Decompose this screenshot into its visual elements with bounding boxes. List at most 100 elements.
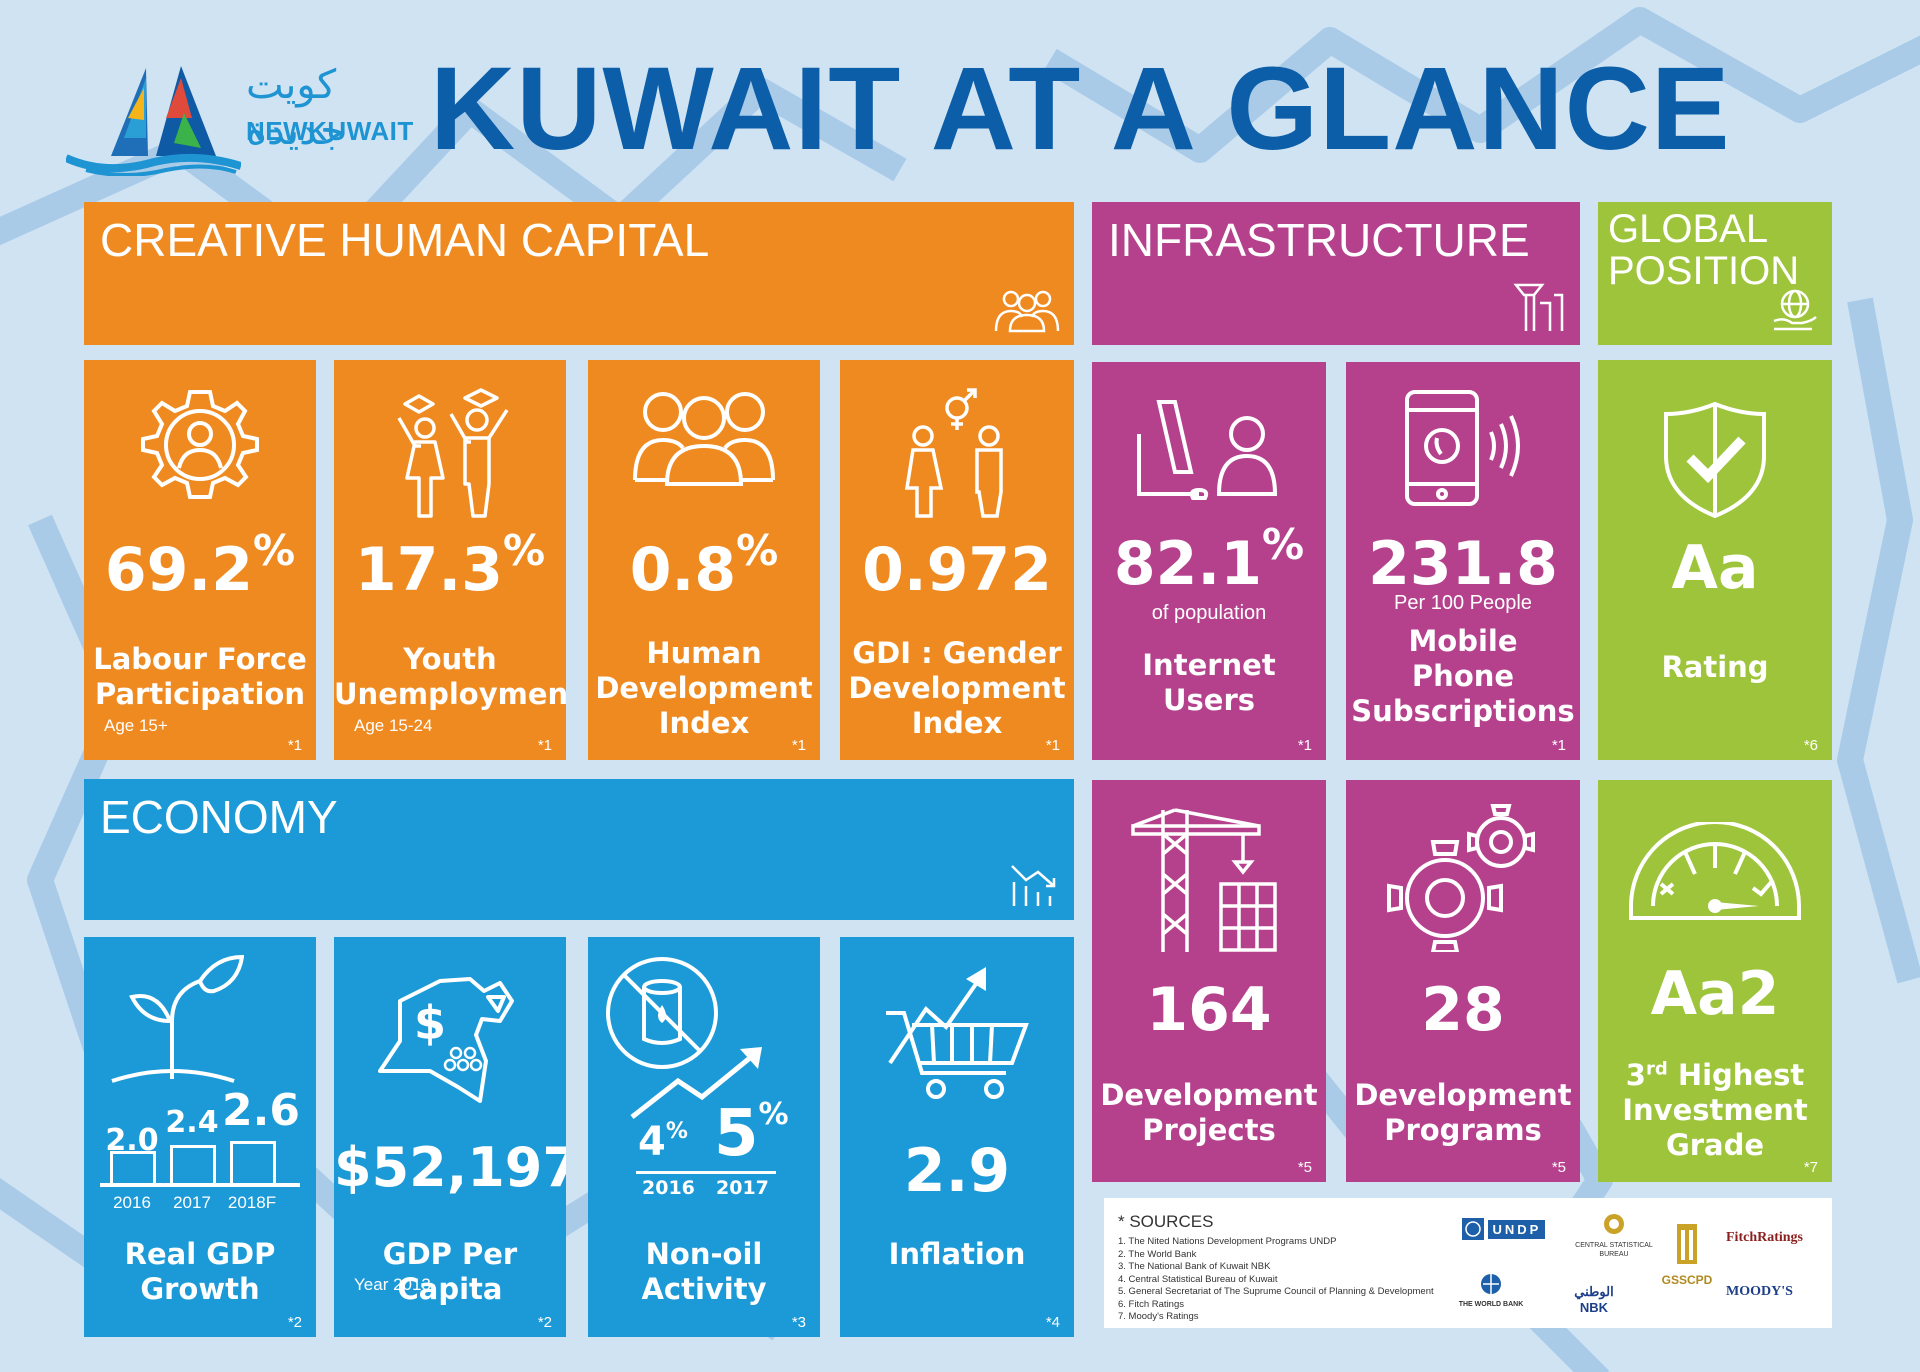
sailboat-logo-icon <box>64 66 243 177</box>
labour-force-card: 69.2% Labour Force Participation Age 15+… <box>84 360 316 760</box>
stat-under: Per 100 People <box>1394 592 1532 614</box>
nonoil-2017-value: 5% <box>714 1097 789 1171</box>
bar-value: 2.4 <box>165 1105 219 1140</box>
bar-value: 2.6 <box>222 1085 300 1136</box>
value-number: 0.8 <box>629 535 737 605</box>
gear-person-icon <box>141 390 259 499</box>
development-programs-card: 28 Development Programs *5 <box>1346 780 1580 1182</box>
label-line1: Mobile <box>1408 624 1518 658</box>
no-oil-barrel-icon <box>606 957 718 1069</box>
un-emblem-icon <box>1462 1218 1484 1240</box>
bar-baseline <box>100 1183 300 1187</box>
shield-check-icon <box>1664 401 1766 519</box>
people-group-icon <box>994 290 1060 333</box>
logo-arabic-text: كويت جديدة <box>246 62 345 154</box>
label-line2: Growth <box>140 1271 260 1306</box>
csb-text: CENTRAL STATISTICAL BUREAU <box>1575 1242 1653 1258</box>
source-ref: *5 <box>1551 1159 1566 1176</box>
icon-wrap <box>334 384 566 524</box>
source-ref: *1 <box>1551 737 1566 754</box>
bar-2018f <box>230 1141 276 1183</box>
bar-2016 <box>110 1151 156 1183</box>
gender-icon <box>904 388 1003 518</box>
label-line1: 3rd Highest <box>1598 1058 1832 1093</box>
stat-value: $52,197 <box>334 1136 566 1199</box>
rank-number: 3 <box>1625 1058 1646 1092</box>
value-number: 82.1 <box>1113 529 1262 599</box>
stat-value: 69.2% <box>84 530 316 601</box>
label-line2: Programs <box>1384 1112 1542 1147</box>
label-line2: Unemployment <box>334 676 566 711</box>
cart-arrow-icon <box>886 967 1029 1099</box>
icon-wrap <box>1346 802 1580 952</box>
stat-value: 2.9 <box>903 1136 1011 1206</box>
value-number: 17.3 <box>354 535 503 605</box>
icon-wrap <box>1092 804 1326 954</box>
bar-year: 2016 <box>113 1193 151 1212</box>
three-people-icon <box>633 392 775 486</box>
growth-arrow-icon <box>630 1047 762 1119</box>
gsscpd-logo: GSSCPD <box>1652 1220 1722 1287</box>
label-line1: Labour Force <box>93 642 307 676</box>
bar-year: 2017 <box>173 1193 211 1212</box>
source-ref: *7 <box>1803 1159 1818 1176</box>
infrastructure-icon <box>1513 283 1564 331</box>
icon-wrap <box>1598 822 1832 922</box>
label-line1: Human <box>646 636 762 670</box>
source-item: 3. The National Bank of Kuwait NBK <box>1118 1261 1271 1272</box>
label-line1: Non-oil <box>645 1237 763 1271</box>
value-number: 69.2 <box>104 535 253 605</box>
gsscpd-building-icon <box>1677 1224 1697 1264</box>
global-position-header: GLOBAL POSITION <box>1598 202 1832 345</box>
source-ref: *1 <box>1297 737 1312 754</box>
label-line3: Grade <box>1665 1127 1765 1162</box>
inflation-card: 2.9 Inflation *4 <box>840 937 1074 1337</box>
mobile-subscriptions-card: 231.8 Per 100 People Mobile Phone Subscr… <box>1346 362 1580 760</box>
source-ref: *6 <box>1803 737 1818 754</box>
world-bank-text: THE WORLD BANK <box>1458 1301 1524 1308</box>
source-item: 6. Fitch Ratings <box>1118 1298 1184 1310</box>
label-line1: GDI : Gender <box>852 636 1062 670</box>
world-bank-globe-icon <box>1481 1274 1501 1294</box>
kuwait-map-dollar-icon: $ <box>378 977 514 1103</box>
rating-card: Aa Rating *6 <box>1598 360 1832 760</box>
icon-wrap <box>840 963 1074 1103</box>
stat-label: Inflation <box>888 1237 1026 1271</box>
stat-label: Youth Unemployment <box>334 642 566 712</box>
csb-emblem-icon <box>1604 1214 1624 1234</box>
label-line3: Index <box>911 705 1003 740</box>
value-number: 5 <box>714 1097 759 1171</box>
label-line2: Investment <box>1622 1092 1808 1127</box>
stat-value: 0.972 <box>862 535 1052 605</box>
gdp-per-capita-card: $ $52,197 GDP Per Capita Year 2013 *2 <box>334 937 566 1337</box>
source-item: 4. Central Statistical Bureau of Kuwait <box>1118 1273 1278 1285</box>
label-line2: Development <box>595 670 813 705</box>
stat-label: Internet Users <box>1092 648 1326 718</box>
svg-text:$: $ <box>414 996 446 1050</box>
source-ref: *3 <box>791 1314 806 1331</box>
source-ref: *2 <box>287 1314 302 1331</box>
label-line2: Users <box>1162 682 1256 717</box>
page-title: KUWAIT AT A GLANCE <box>430 43 1731 175</box>
sources-list: 1. The Nited Nations Development Program… <box>1118 1236 1434 1324</box>
section-title-line1: GLOBAL <box>1608 207 1769 251</box>
crane-icon <box>1131 808 1277 952</box>
real-gdp-growth-card: 2.0 2.4 2.6 2016 2017 2018F Real GDP Gro… <box>84 937 316 1337</box>
label-line1: Internet <box>1142 648 1276 682</box>
label-line1: Youth <box>403 642 497 676</box>
internet-users-card: 82.1% of population Internet Users *1 <box>1092 362 1326 760</box>
source-ref: *1 <box>537 737 552 754</box>
icon-wrap <box>1092 394 1326 504</box>
label-line2: Projects <box>1142 1112 1276 1147</box>
source-ref: *1 <box>791 737 806 754</box>
development-projects-card: 164 Development Projects *5 <box>1092 780 1326 1182</box>
stat-value: Aa <box>1671 533 1759 603</box>
source-item: 1. The Nited Nations Development Program… <box>1118 1236 1337 1247</box>
stat-label: GDI : Gender Development Index <box>840 636 1074 740</box>
gauge-icon <box>1629 822 1801 920</box>
section-title: CREATIVE HUMAN CAPITAL <box>100 214 710 266</box>
nbk-logo: الوطني NBK <box>1554 1284 1634 1315</box>
stat-value: 164 <box>1146 975 1272 1045</box>
source-ref: *4 <box>1045 1314 1060 1331</box>
label-line2: Participation <box>95 676 305 711</box>
